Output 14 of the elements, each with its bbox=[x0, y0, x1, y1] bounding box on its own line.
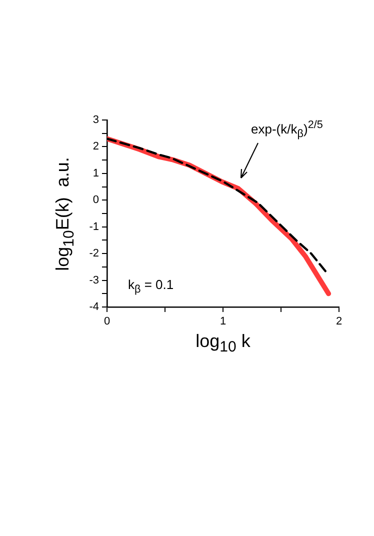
x-tick-label: 1 bbox=[220, 316, 226, 328]
y-tick-label: 1 bbox=[92, 167, 99, 180]
y-tick-label: 2 bbox=[92, 140, 99, 153]
annotation: exp-(k/k$_{β}$)$^{2/5}$ bbox=[251, 119, 323, 140]
y-tick-label: -3 bbox=[89, 274, 99, 286]
y-tick-label: -2 bbox=[89, 248, 99, 260]
y-tick-label: 3 bbox=[92, 114, 99, 126]
x-tick-label: 2 bbox=[336, 316, 342, 328]
y-tick-label: -1 bbox=[89, 220, 99, 233]
x-axis-title: log$_{10}$ k bbox=[196, 331, 250, 356]
annotation: k$_{β}$ = 0.1 bbox=[128, 277, 174, 296]
y-tick-label: 0 bbox=[92, 194, 99, 206]
y-tick-label: -4 bbox=[89, 301, 99, 314]
x-tick-label: 0 bbox=[104, 316, 110, 328]
